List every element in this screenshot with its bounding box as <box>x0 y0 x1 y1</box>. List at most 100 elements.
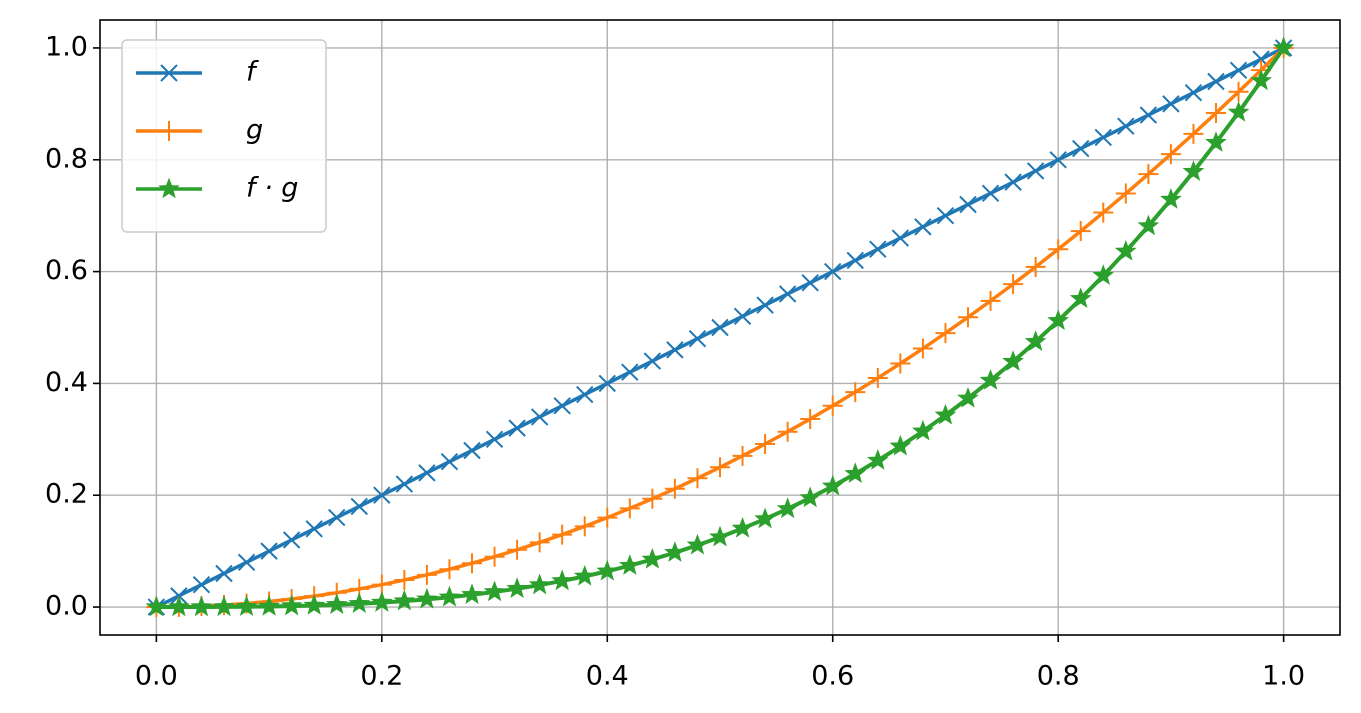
x-tick-label: 1.0 <box>1262 661 1305 692</box>
marker <box>348 592 371 614</box>
marker <box>889 434 912 456</box>
marker <box>394 569 415 590</box>
marker <box>778 285 797 303</box>
marker <box>1092 264 1115 285</box>
marker <box>215 564 233 583</box>
marker <box>461 583 483 605</box>
marker <box>1069 287 1092 309</box>
marker <box>934 403 957 425</box>
marker <box>688 329 707 348</box>
x-tick-label: 0.6 <box>811 661 854 692</box>
marker <box>440 452 459 471</box>
marker <box>395 475 414 493</box>
marker <box>619 498 640 519</box>
marker <box>1072 139 1090 158</box>
marker <box>1114 240 1137 261</box>
plot-area <box>145 36 1295 618</box>
marker <box>846 251 864 270</box>
y-tick-label: 0.4 <box>45 367 88 398</box>
x-tick-label: 0.0 <box>135 661 178 692</box>
marker <box>258 595 280 616</box>
marker <box>866 449 889 470</box>
marker <box>1004 173 1022 191</box>
marker <box>1117 117 1135 135</box>
y-tick-label: 0.6 <box>45 255 88 286</box>
marker <box>159 121 179 141</box>
marker <box>1250 69 1272 91</box>
legend-label: g <box>246 115 263 146</box>
marker <box>641 547 664 569</box>
marker <box>1182 160 1205 181</box>
marker <box>799 486 822 508</box>
marker <box>1160 188 1182 209</box>
marker <box>439 559 460 580</box>
marker <box>325 593 348 615</box>
marker <box>574 516 595 537</box>
marker <box>506 577 528 598</box>
marker <box>1162 95 1180 113</box>
marker <box>754 507 776 529</box>
marker <box>1070 221 1091 242</box>
marker <box>844 462 867 484</box>
marker <box>1025 256 1046 277</box>
marker <box>980 290 1001 311</box>
marker <box>664 478 685 499</box>
axes-frame <box>99 19 1341 636</box>
marker <box>393 589 416 611</box>
marker <box>801 274 819 292</box>
marker <box>1184 83 1203 102</box>
marker <box>958 307 978 328</box>
marker <box>328 508 346 527</box>
marker <box>867 368 888 389</box>
marker <box>1115 183 1136 204</box>
marker <box>733 307 752 326</box>
marker <box>530 408 549 426</box>
marker <box>508 419 526 437</box>
marker <box>1049 151 1067 169</box>
marker <box>370 591 393 612</box>
legend: fgf · g <box>121 39 327 233</box>
marker <box>462 553 482 574</box>
marker <box>1139 106 1158 124</box>
marker <box>1047 309 1070 331</box>
marker <box>463 441 481 460</box>
marker <box>890 353 911 374</box>
marker <box>235 595 258 617</box>
marker <box>891 229 910 247</box>
marker <box>1207 72 1225 91</box>
marker <box>1205 131 1227 152</box>
marker <box>158 177 180 199</box>
y-tick-label: 0.2 <box>45 479 88 510</box>
marker <box>160 64 178 82</box>
marker <box>936 206 955 225</box>
marker <box>869 240 887 258</box>
marker <box>666 341 684 359</box>
marker <box>686 533 709 555</box>
marker <box>484 546 505 567</box>
marker <box>192 575 211 594</box>
marker <box>979 369 1002 390</box>
marker <box>1093 202 1114 223</box>
marker <box>596 559 619 581</box>
marker <box>280 594 303 616</box>
marker <box>529 532 550 553</box>
marker <box>687 468 708 489</box>
marker <box>168 595 190 617</box>
y-tick-label: 0.0 <box>45 591 88 622</box>
marker <box>912 338 933 359</box>
marker <box>643 352 662 370</box>
marker <box>711 318 729 337</box>
marker <box>824 262 842 281</box>
marker <box>664 541 686 562</box>
marker <box>1002 350 1024 371</box>
marker <box>145 595 168 617</box>
marker <box>1024 330 1047 351</box>
marker <box>416 564 437 585</box>
marker <box>350 497 368 516</box>
marker <box>528 573 551 595</box>
marker <box>981 184 1000 203</box>
marker <box>1048 239 1069 260</box>
marker <box>303 594 326 615</box>
marker <box>373 486 391 504</box>
